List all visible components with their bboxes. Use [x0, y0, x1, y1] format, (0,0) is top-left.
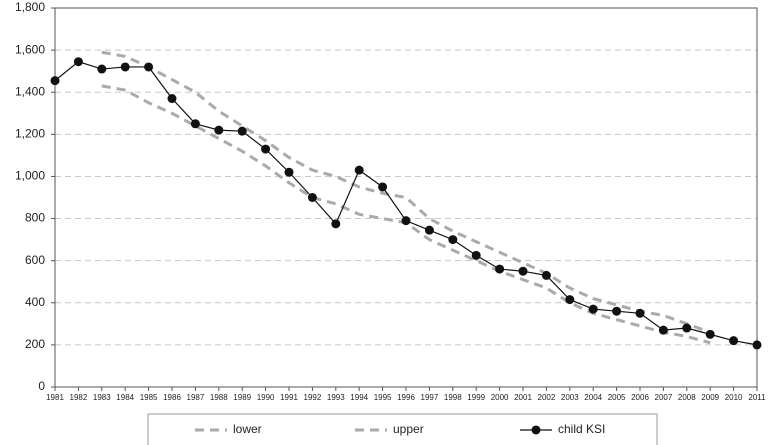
point: [612, 306, 622, 316]
x-tick-label: 1982: [70, 393, 88, 402]
y-tick-label: 1,000: [15, 169, 45, 183]
point: [378, 182, 388, 192]
point: [214, 125, 224, 135]
y-tick-label: 1,800: [15, 0, 45, 14]
series-line: [101, 50, 711, 334]
point: [307, 193, 317, 202]
point: [729, 336, 739, 346]
x-tick-label: 2010: [725, 393, 743, 402]
point: [144, 62, 154, 72]
point: [73, 57, 83, 67]
point: [424, 225, 434, 235]
x-tick-label: 1985: [140, 393, 158, 402]
y-tick-label: 1,400: [15, 84, 45, 98]
point: [448, 235, 458, 245]
point: [635, 308, 645, 318]
x-tick-label: 1983: [93, 393, 111, 402]
y-tick-label: 800: [25, 211, 45, 225]
x-tick-label: 2005: [608, 393, 626, 402]
point: [284, 167, 294, 177]
legend-marker: [531, 425, 541, 435]
x-tick-label: 2004: [584, 393, 602, 402]
point: [752, 340, 762, 350]
x-tick-label: 1995: [374, 393, 392, 402]
point: [705, 329, 715, 339]
point: [50, 76, 60, 86]
x-tick-label: 1987: [187, 393, 205, 402]
point: [261, 144, 271, 154]
x-tick-label: 2000: [491, 393, 509, 402]
point: [658, 325, 668, 335]
point: [682, 323, 692, 333]
point: [190, 119, 200, 129]
point: [237, 126, 247, 136]
point: [588, 304, 598, 314]
x-tick-label: 1999: [467, 393, 485, 402]
point: [565, 295, 575, 305]
y-tick-label: 200: [25, 337, 45, 351]
point: [120, 62, 130, 72]
legend-box: [147, 413, 658, 445]
x-tick-label: 2001: [514, 393, 532, 402]
legend-label: lower: [233, 422, 262, 436]
x-tick-label: 1981: [46, 393, 64, 402]
y-tick-label: 0: [38, 379, 45, 393]
x-tick-label: 1997: [421, 393, 439, 402]
x-tick-label: 2002: [538, 393, 556, 402]
x-tick-label: 1993: [327, 393, 345, 402]
point: [354, 165, 364, 175]
y-tick-label: 1,200: [15, 127, 45, 141]
legend-label: child KSI: [558, 422, 605, 436]
point: [495, 264, 505, 274]
x-tick-label: 2003: [561, 393, 579, 402]
legend-label: upper: [393, 422, 424, 436]
x-tick-label: 1984: [116, 393, 134, 402]
x-tick-label: 1988: [210, 393, 228, 402]
x-tick-label: 2007: [655, 393, 673, 402]
point: [401, 216, 411, 226]
x-tick-label: 1998: [444, 393, 462, 402]
point: [331, 219, 341, 229]
x-tick-label: 1991: [280, 393, 298, 402]
x-tick-label: 2006: [631, 393, 649, 402]
point: [97, 64, 107, 74]
point: [471, 250, 481, 260]
x-tick-label: 2008: [678, 393, 696, 402]
y-tick-label: 600: [25, 253, 45, 267]
x-tick-label: 2009: [701, 393, 719, 402]
point: [541, 270, 551, 280]
x-tick-label: 1990: [257, 393, 275, 402]
x-tick-label: 1986: [163, 393, 181, 402]
y-tick-label: 400: [25, 295, 45, 309]
x-tick-label: 2011: [748, 393, 766, 402]
x-tick-label: 1992: [304, 393, 322, 402]
x-tick-label: 1989: [233, 393, 251, 402]
y-tick-label: 1,600: [15, 42, 45, 56]
point: [518, 266, 528, 276]
point: [167, 94, 177, 104]
x-tick-label: 1996: [397, 393, 415, 402]
x-tick-label: 1994: [350, 393, 368, 402]
